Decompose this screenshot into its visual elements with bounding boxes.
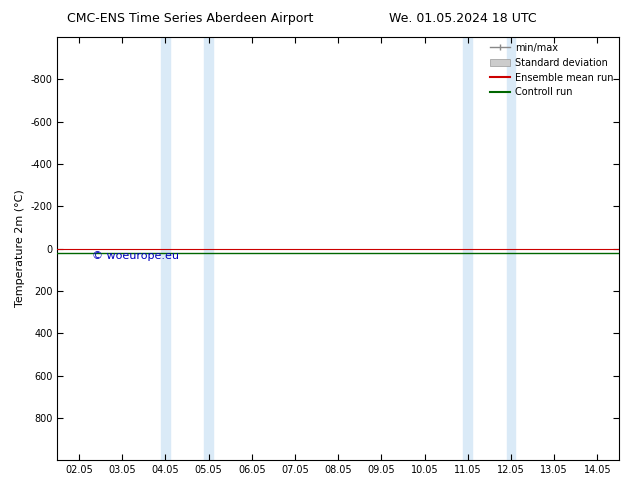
Bar	[463, 37, 472, 460]
Y-axis label: Temperature 2m (°C): Temperature 2m (°C)	[15, 190, 25, 307]
Bar	[204, 37, 213, 460]
Legend: min/max, Standard deviation, Ensemble mean run, Controll run: min/max, Standard deviation, Ensemble me…	[486, 39, 617, 101]
Bar	[161, 37, 170, 460]
Bar	[507, 37, 515, 460]
Text: CMC-ENS Time Series Aberdeen Airport: CMC-ENS Time Series Aberdeen Airport	[67, 12, 313, 25]
Text: We. 01.05.2024 18 UTC: We. 01.05.2024 18 UTC	[389, 12, 536, 25]
Text: © woeurope.eu: © woeurope.eu	[92, 251, 179, 261]
